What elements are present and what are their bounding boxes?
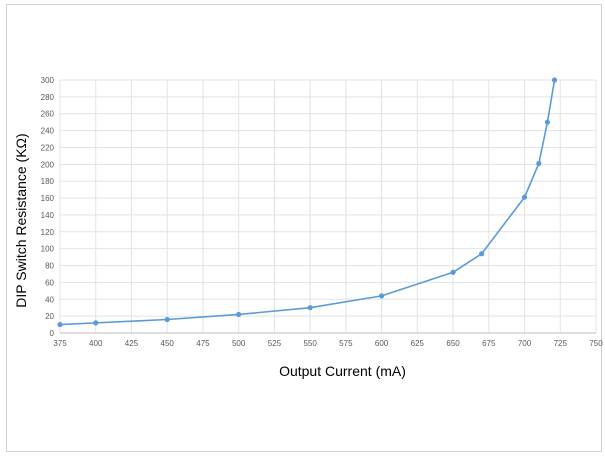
y-tick-label: 180	[41, 177, 55, 186]
x-tick-label: 750	[589, 339, 603, 348]
x-tick-label: 450	[161, 339, 175, 348]
x-tick-label: 625	[411, 339, 425, 348]
x-tick-label: 575	[339, 339, 353, 348]
x-tick-label: 550	[303, 339, 317, 348]
y-tick-label: 40	[45, 295, 54, 304]
x-tick-label: 425	[125, 339, 139, 348]
data-point	[379, 293, 385, 299]
y-tick-label: 300	[41, 76, 55, 85]
y-tick-label: 20	[45, 312, 54, 321]
x-tick-label: 600	[375, 339, 389, 348]
data-point	[57, 321, 63, 328]
x-tick-label: 500	[232, 339, 246, 348]
y-tick-label: 60	[45, 278, 54, 287]
x-tick-label: 475	[196, 339, 210, 348]
y-tick-label: 100	[41, 245, 55, 254]
series-line	[59, 79, 556, 326]
chart-frame	[6, 4, 602, 452]
y-tick-label: 240	[41, 127, 55, 136]
data-point	[450, 269, 456, 275]
y-axis-ticks: 0 20 40 60 80 100 120 140 160 180 200 220 240 260 280 3…	[41, 76, 55, 338]
grid	[59, 79, 597, 334]
x-tick-label: 650	[446, 339, 460, 348]
x-tick-label: 400	[89, 339, 103, 348]
data-point	[551, 77, 558, 83]
y-tick-label: 280	[41, 93, 55, 102]
data-point	[536, 160, 542, 167]
x-tick-label: 675	[482, 339, 496, 348]
x-tick-label: 525	[268, 339, 282, 348]
series-layer	[57, 77, 558, 328]
y-tick-label: 260	[41, 110, 55, 119]
x-tick-label: 700	[518, 339, 532, 348]
y-tick-label: 220	[41, 143, 55, 152]
y-tick-label: 80	[45, 262, 54, 271]
y-tick-label: 160	[41, 194, 55, 203]
y-tick-label: 200	[41, 160, 55, 169]
data-point	[544, 119, 551, 125]
x-tick-label: 725	[554, 339, 568, 348]
x-axis-ticks: 375 400 425 450 475 500 525 550 575 600 625 650 675 7…	[53, 339, 603, 348]
y-tick-label: 0	[50, 329, 55, 338]
y-tick-label: 140	[41, 211, 55, 220]
data-point	[236, 311, 242, 318]
data-point	[307, 305, 313, 311]
y-axis-title: DIP Switch Resistance (KΩ)	[13, 133, 29, 307]
x-tick-label: 375	[53, 339, 67, 348]
data-point	[479, 251, 485, 257]
data-point	[93, 320, 99, 326]
x-axis-title: Output Current (mA)	[279, 363, 406, 379]
y-tick-label: 120	[41, 228, 55, 237]
data-point	[521, 194, 528, 200]
data-point	[164, 316, 170, 323]
